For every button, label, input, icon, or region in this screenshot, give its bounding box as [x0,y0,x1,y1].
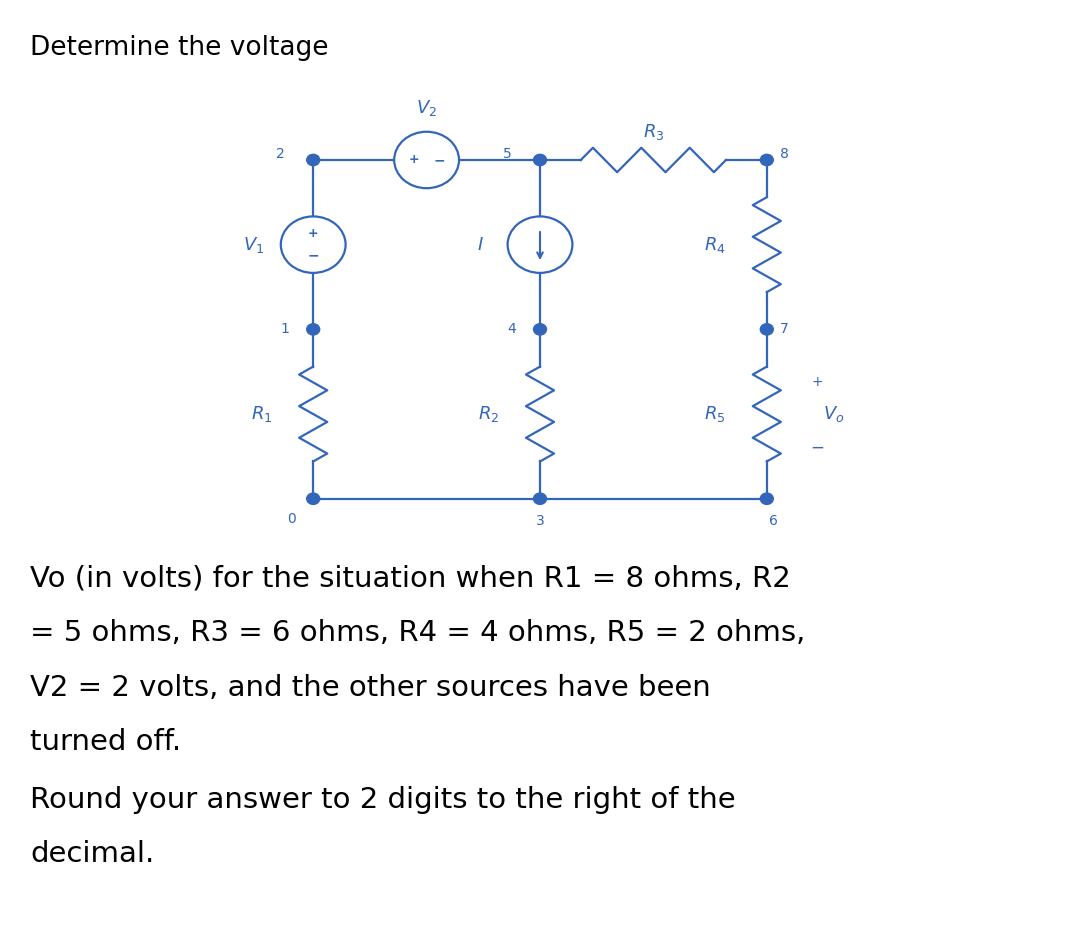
Text: 1: 1 [281,323,289,336]
Text: 8: 8 [780,148,788,161]
Text: Determine the voltage: Determine the voltage [30,35,328,61]
Text: −: − [811,439,824,457]
Text: Vo (in volts) for the situation when R1 = 8 ohms, R2: Vo (in volts) for the situation when R1 … [30,565,791,593]
Text: 3: 3 [536,515,544,528]
Text: $R_1$: $R_1$ [251,404,272,424]
Text: $R_2$: $R_2$ [477,404,499,424]
Circle shape [307,493,320,504]
Text: Round your answer to 2 digits to the right of the: Round your answer to 2 digits to the rig… [30,786,735,814]
Text: $R_4$: $R_4$ [704,234,726,255]
Text: $V_o$: $V_o$ [823,404,845,424]
Circle shape [307,154,320,166]
Text: +: + [409,153,420,167]
Text: +: + [812,375,823,389]
Text: 2: 2 [276,148,285,161]
Text: 4: 4 [508,323,516,336]
Text: turned off.: turned off. [30,728,181,757]
Text: V2 = 2 volts, and the other sources have been: V2 = 2 volts, and the other sources have… [30,674,711,702]
Text: = 5 ohms, R3 = 6 ohms, R4 = 4 ohms, R5 = 2 ohms,: = 5 ohms, R3 = 6 ohms, R4 = 4 ohms, R5 =… [30,619,806,647]
Circle shape [760,324,773,335]
Text: $R_5$: $R_5$ [704,404,726,424]
Text: 7: 7 [780,323,788,336]
Circle shape [534,154,546,166]
Circle shape [760,154,773,166]
Text: $I$: $I$ [477,235,484,254]
Text: 6: 6 [769,515,778,528]
Text: 5: 5 [503,148,512,161]
Text: +: + [308,228,319,241]
Text: decimal.: decimal. [30,840,154,869]
Text: $V_2$: $V_2$ [416,98,437,119]
Text: $R_3$: $R_3$ [643,121,664,142]
Circle shape [534,493,546,504]
Text: −: − [308,248,319,263]
Circle shape [534,324,546,335]
Circle shape [307,324,320,335]
Text: $V_1$: $V_1$ [243,234,265,255]
Text: 0: 0 [287,513,296,526]
Text: −: − [433,153,445,167]
Circle shape [760,493,773,504]
